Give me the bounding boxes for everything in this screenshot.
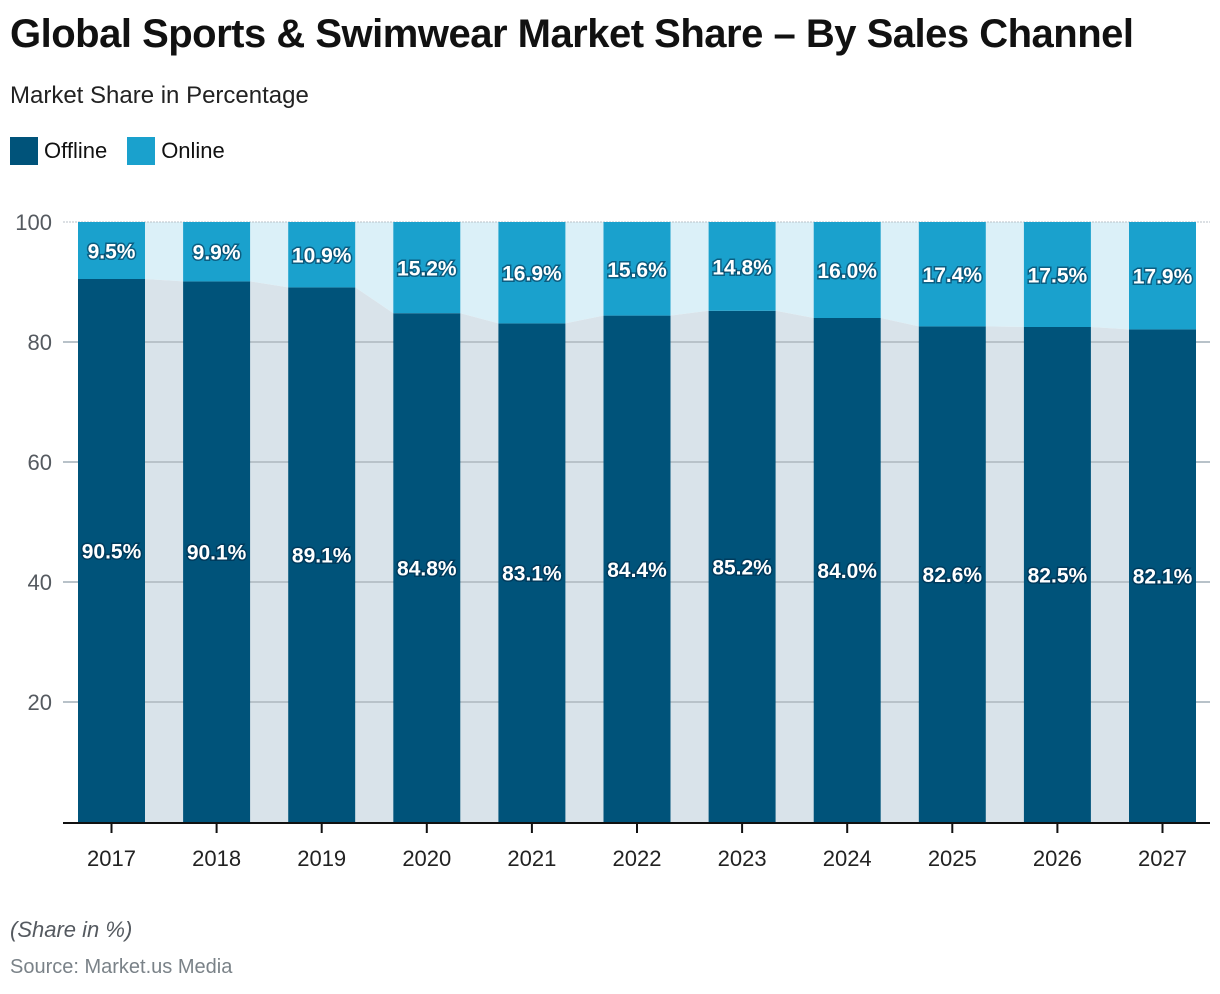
online-connector-band	[460, 222, 499, 324]
legend-item-offline[interactable]: Offline	[10, 137, 107, 165]
online-connector-band	[670, 222, 709, 316]
x-tick-label: 2022	[613, 846, 662, 871]
data-label-online: 16.9%	[502, 263, 562, 286]
bar-offline-2024	[813, 318, 881, 822]
data-label-offline: 85.2%	[712, 556, 772, 579]
bar-offline-2018	[183, 281, 251, 822]
x-tick-label: 2027	[1138, 846, 1187, 871]
bar-offline-2019	[288, 287, 356, 822]
data-label-online: 9.5%	[88, 241, 136, 264]
bar-online-2020	[393, 222, 461, 314]
offline-connector-band	[985, 326, 1024, 822]
data-label-offline: 84.4%	[607, 559, 667, 582]
data-labels: 90.5% 9.5% 90.1% 9.9% 89.1% 10.9% 84.8% 15.2% 83…	[80, 239, 1194, 590]
x-axis: 2017 2018 2019 2020 2021 2022 2023 2024 2025 2026…	[63, 822, 1210, 871]
x-tick-label: 2020	[402, 846, 451, 871]
x-tick-label: 2021	[507, 846, 556, 871]
online-connector-band	[355, 222, 394, 314]
bar-online-2025	[918, 222, 986, 327]
chart-subtitle: Market Share in Percentage	[10, 82, 309, 109]
legend-label-offline: Offline	[44, 138, 108, 163]
online-connector-band	[985, 222, 1024, 327]
bar-offline-2025	[918, 326, 986, 822]
data-label-offline: 84.0%	[817, 560, 877, 583]
offline-connector-band	[670, 310, 709, 822]
bar-offline-2020	[393, 313, 461, 822]
bar-online-2027	[1129, 222, 1196, 330]
chart-title: Global Sports & Swimwear Market Share – …	[10, 12, 1134, 56]
data-label-online: 15.6%	[607, 259, 667, 282]
data-label-online: 17.9%	[1133, 266, 1193, 289]
x-tick-label: 2026	[1033, 846, 1082, 871]
bar-offline-2022	[603, 315, 671, 822]
data-label-offline: 90.5%	[82, 541, 142, 564]
online-connector-band	[565, 222, 604, 324]
y-axis: 20 40 60 80 100	[15, 210, 52, 715]
data-label-online: 14.8%	[712, 256, 772, 279]
bar-offline-2023	[708, 310, 776, 822]
y-tick-label: 40	[28, 570, 52, 595]
data-label-online: 10.9%	[292, 245, 352, 268]
offline-connector-band	[145, 279, 184, 822]
legend-label-online: Online	[161, 138, 225, 163]
offline-connector-band	[355, 287, 394, 822]
bar-online-2018	[183, 222, 251, 282]
bar-online-2021	[498, 222, 566, 324]
data-label-online: 15.2%	[397, 258, 457, 281]
y-tick-label: 80	[28, 330, 52, 355]
offline-connector-band	[880, 318, 919, 822]
bar-online-2017	[78, 222, 145, 279]
y-tick-label: 100	[15, 210, 52, 235]
bar-offline-2026	[1023, 327, 1091, 822]
data-label-offline: 82.1%	[1133, 566, 1193, 589]
bar-offline-2017	[78, 279, 145, 822]
data-label-offline: 89.1%	[292, 545, 352, 568]
chart-note: (Share in %)	[10, 917, 133, 942]
bar-online-2019	[288, 222, 356, 288]
online-connector-band	[145, 222, 184, 282]
legend-swatch-online	[127, 137, 156, 165]
data-label-offline: 84.8%	[397, 558, 457, 581]
connector-bands	[145, 222, 1129, 822]
x-tick-label: 2024	[823, 846, 872, 871]
data-label-online: 17.4%	[923, 264, 983, 287]
x-tick-label: 2017	[87, 846, 136, 871]
data-label-offline: 90.1%	[187, 542, 247, 565]
bar-online-2024	[813, 222, 881, 318]
online-connector-band	[1090, 222, 1129, 330]
bar-online-2022	[603, 222, 671, 316]
online-connector-band	[880, 222, 919, 327]
y-tick-label: 20	[28, 690, 52, 715]
legend-item-online[interactable]: Online	[127, 137, 225, 165]
data-label-offline: 83.1%	[502, 563, 562, 586]
y-tick-label: 60	[28, 450, 52, 475]
bar-offline-2021	[498, 323, 566, 822]
legend-swatch-offline	[10, 137, 38, 165]
x-tick-label: 2023	[718, 846, 767, 871]
data-label-online: 16.0%	[817, 260, 877, 283]
offline-connector-band	[250, 281, 289, 822]
data-label-online: 17.5%	[1028, 265, 1088, 288]
chart-source: Source: Market.us Media	[10, 956, 233, 978]
bar-offline-2027	[1129, 329, 1196, 822]
online-connector-band	[250, 222, 289, 288]
data-label-offline: 82.6%	[923, 564, 983, 587]
offline-connector-band	[565, 315, 604, 822]
data-label-online: 9.9%	[193, 242, 241, 265]
legend: Offline Online	[10, 137, 245, 165]
online-connector-band	[775, 222, 814, 318]
x-tick-label: 2019	[297, 846, 346, 871]
bars	[78, 222, 1196, 822]
data-label-offline: 82.5%	[1028, 565, 1088, 588]
offline-connector-band	[460, 313, 499, 822]
x-tick-label: 2025	[928, 846, 977, 871]
x-tick-label: 2018	[192, 846, 241, 871]
bar-online-2023	[708, 222, 776, 311]
offline-connector-band	[775, 310, 814, 822]
offline-connector-band	[1090, 327, 1129, 822]
bar-online-2026	[1023, 222, 1091, 327]
